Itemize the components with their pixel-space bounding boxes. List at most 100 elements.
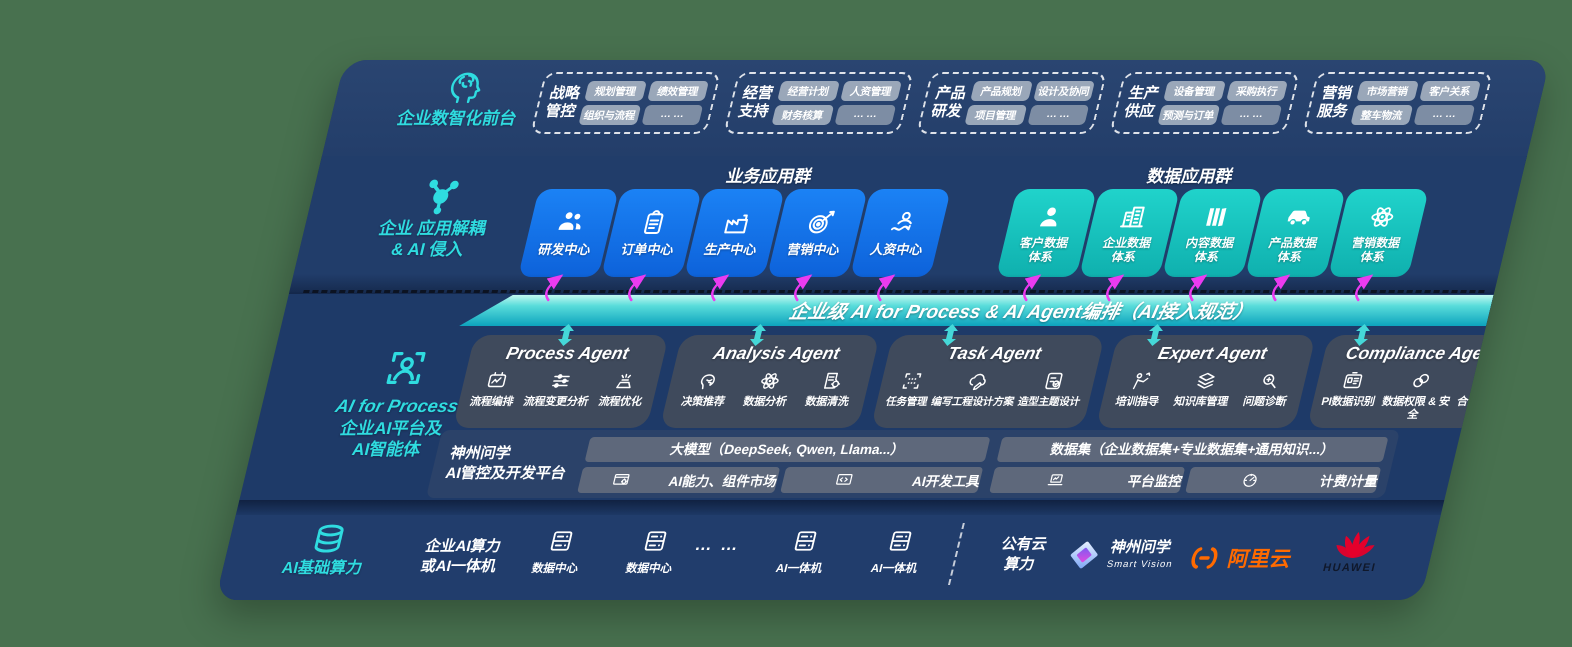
module-pill-more: … …	[1412, 105, 1476, 125]
app-tile-hr: 人资中心	[849, 189, 952, 277]
module-pill: 产品规划	[970, 81, 1033, 101]
ai-platform-label-line1: 企业AI平台及	[338, 418, 445, 438]
group-strategy: 战略 管控 规划管理 绩效管理 组织与流程 … …	[530, 72, 722, 134]
agent-item: 培训指导	[1114, 369, 1167, 409]
ai-process-label: AI for Process	[333, 396, 461, 416]
cloud-edit-icon	[963, 369, 993, 393]
agent-item: 问题诊断	[1241, 369, 1294, 409]
alert-box-icon	[1469, 369, 1499, 393]
platform-right-group: 数据集（企业数据集+专业数据集+通用知识...） 平台监控 计费/计量	[989, 437, 1389, 493]
agent-item: 合规预警	[1455, 369, 1508, 409]
analysis-agent-box: Analysis Agent 决策推荐 数据分析 数据清洗	[659, 335, 880, 429]
building-icon	[1115, 202, 1152, 232]
smartvision-logo: 神州问学 Smart Vision	[1062, 537, 1179, 573]
business-group-title: 业务应用群	[724, 167, 814, 186]
dev-tools-cell: AI开发工具	[780, 467, 984, 493]
group-title: 产品 研发	[929, 85, 969, 120]
clipboard-icon	[635, 208, 672, 238]
data-app-tiles: 客户数据 体系 企业数据 体系 内容数据 体系 产品数据 体系 营销数据 体系	[995, 189, 1430, 277]
module-pill: 规划管理	[584, 81, 647, 101]
data-tile-marketing: 营销数据 体系	[1327, 189, 1430, 277]
platform-monitor-cell: 平台监控	[989, 467, 1186, 493]
group-title: 战略 管控	[543, 85, 583, 120]
team-icon	[552, 208, 589, 238]
app-layer-label-line2: & AI 侵入	[389, 240, 466, 260]
task-grid-icon	[897, 369, 927, 393]
app-layer-label-line1: 企业 应用解耦	[376, 219, 489, 238]
module-pill-more: … …	[833, 105, 897, 125]
ellipsis-dots: … …	[693, 535, 743, 554]
front-office-groups: 战略 管控 规划管理 绩效管理 组织与流程 … … 经营 支持	[530, 72, 1494, 134]
checklist-icon	[1039, 369, 1069, 393]
agent-item: 编写工程设计方案	[930, 369, 1022, 409]
billing-cell: 计费/计量	[1185, 467, 1382, 493]
business-app-tiles: 研发中心 订单中心 生产中心 营销中心 人资中心	[517, 189, 952, 277]
dataset-bar: 数据集（企业数据集+专业数据集+通用知识...）	[996, 437, 1389, 462]
module-pill: 人资管理	[839, 81, 902, 101]
hr-wave-icon	[884, 208, 921, 238]
agent-boxes: Process Agent 流程编排 流程变更分析 流程优化	[452, 335, 1525, 429]
group-title: 营销 服务	[1315, 85, 1355, 120]
database-icon	[305, 521, 352, 559]
dev-tools-icon	[832, 470, 857, 490]
server-icon	[883, 527, 918, 555]
target-icon	[801, 208, 838, 238]
optimize-icon	[610, 369, 640, 393]
module-pill: 采购执行	[1225, 81, 1288, 101]
sliders-icon	[546, 369, 576, 393]
module-pill: 经营计划	[777, 81, 840, 101]
car-icon	[1281, 202, 1318, 232]
smartvision-diamond-icon	[1070, 541, 1098, 569]
user-icon	[1032, 202, 1069, 232]
factory-icon	[718, 208, 755, 238]
agent-item: 流程变更分析	[522, 369, 596, 409]
group-marketing: 营销 服务 市场营销 客户关系 整车物流 … …	[1302, 72, 1494, 134]
platform-band: 神州问学 AI管控及开发平台 大模型（DeepSeek, Qwen, Llama…	[425, 430, 1401, 498]
agent-item: 造型主题设计	[1016, 369, 1087, 409]
datacenter-node: 数据中心	[513, 527, 605, 576]
module-pill: 设计及协同	[1032, 81, 1095, 101]
component-market-icon	[608, 470, 633, 490]
module-pill: 市场营销	[1356, 81, 1419, 101]
data-group-title: 数据应用群	[1145, 167, 1235, 186]
ai-process-side: AI for Process 企业AI平台及 AI智能体	[289, 345, 507, 460]
module-pill: 整车物流	[1350, 105, 1413, 125]
alicloud-logo: 阿里云	[1184, 543, 1295, 573]
id-card-icon	[1338, 369, 1368, 393]
module-pill: 财务核算	[771, 105, 834, 125]
huawei-logo: HUAWEI	[1322, 529, 1386, 574]
atom-icon	[1364, 202, 1401, 232]
books-icon	[1198, 202, 1235, 232]
module-pill: 绩效管理	[646, 81, 709, 101]
agent-item: 任务管理	[884, 369, 935, 409]
agent-item: 流程优化	[597, 369, 650, 409]
layers-icon	[1191, 369, 1221, 393]
infra-band: AI基础算力 企业AI算力 或AI一体机 数据中心 数据中心 … … AI一体机	[215, 515, 1441, 600]
server-icon	[788, 527, 823, 555]
shadow-strip	[235, 500, 1445, 516]
server-icon	[638, 527, 673, 555]
expert-agent-box: Expert Agent 培训指导 知识库管理 问题诊断	[1095, 335, 1316, 429]
dashed-divider	[947, 523, 965, 585]
dashed-separator	[303, 290, 1485, 293]
module-pill: 设备管理	[1163, 81, 1226, 101]
server-icon	[544, 527, 579, 555]
public-cloud-label: 公有云 算力	[999, 536, 1049, 574]
gauge-icon	[1238, 470, 1263, 490]
ai-appliance-node: AI一体机	[852, 527, 944, 576]
front-office-band: 企业数智化前台 战略 管控 规划管理 绩效管理 组织与流程 … …	[321, 60, 1551, 156]
ai-platform-label-line2: AI智能体	[350, 439, 423, 459]
module-pill: 项目管理	[964, 105, 1027, 125]
banner-text: 企业级 AI for Process & AI Agent编排（AI接入规范）	[786, 302, 1255, 323]
lock-rings-icon	[1406, 369, 1436, 393]
model-bar: 大模型（DeepSeek, Qwen, Llama...）	[584, 437, 991, 462]
capability-market-cell: AI能力、组件市场	[577, 467, 781, 493]
module-pill-more: … …	[640, 105, 704, 125]
compliance-agent-box: Compliance Agent PI数据识别 数据权限 & 安全 合规预警	[1306, 335, 1525, 429]
app-layer-side: 企业 应用解耦 & AI 侵入	[325, 174, 546, 261]
module-pill-more: … …	[1219, 105, 1283, 125]
architecture-panel: 企业数智化前台 战略 管控 规划管理 绩效管理 组织与流程 … …	[215, 60, 1551, 600]
ai-appliance-node: AI一体机	[757, 527, 849, 576]
group-product: 产品 研发 产品规划 设计及协同 项目管理 … …	[916, 72, 1108, 134]
